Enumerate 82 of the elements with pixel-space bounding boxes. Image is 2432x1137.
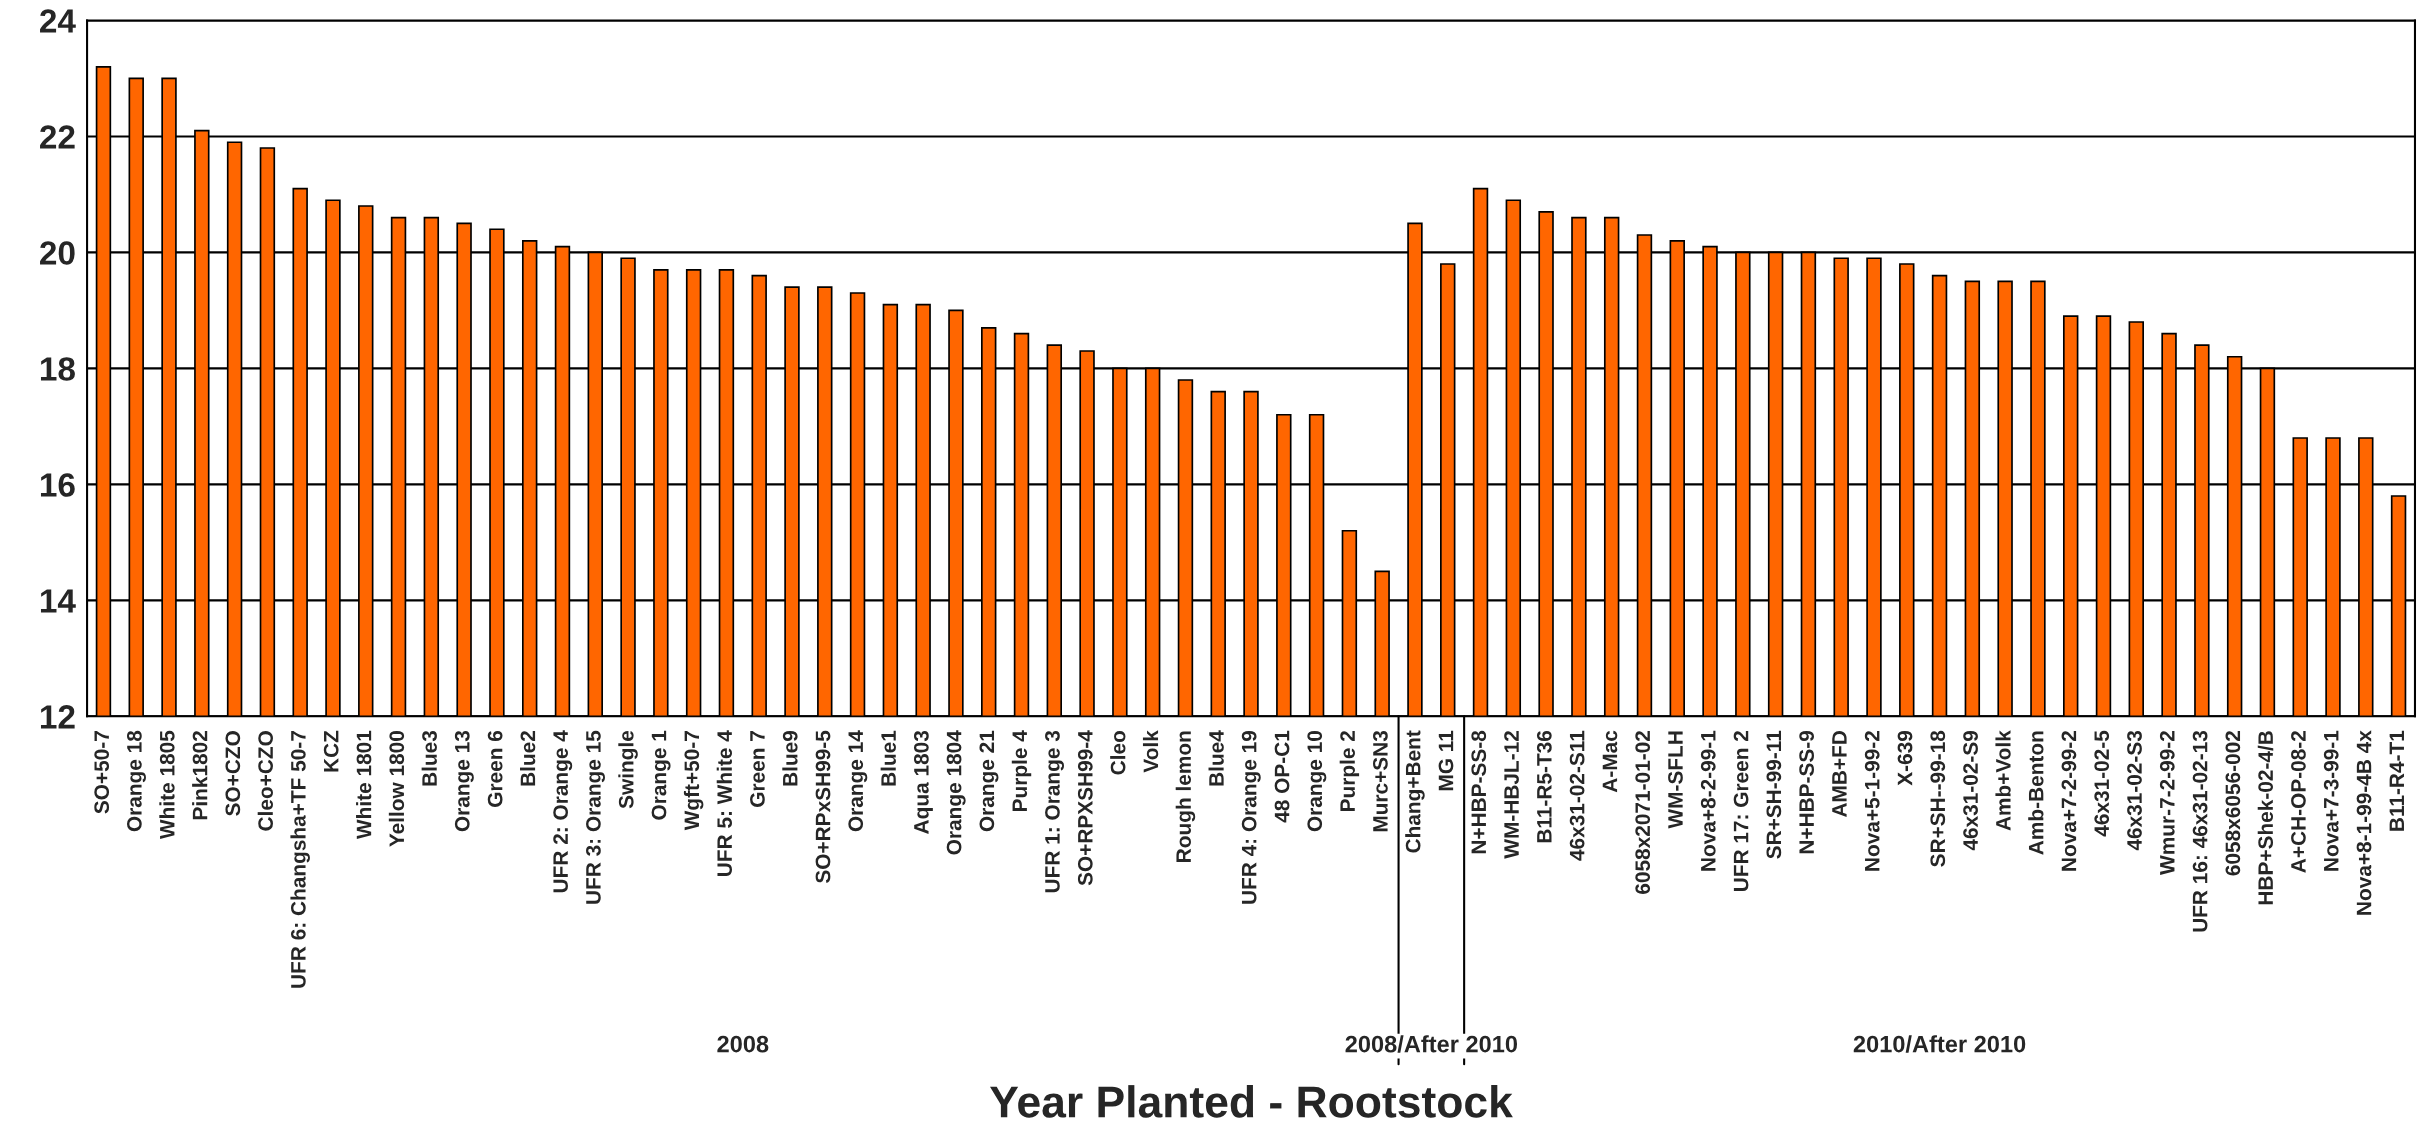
x-tick-label: WM-SFLH <box>1668 731 1683 829</box>
x-tick-label: 46x31-02-S9 <box>1963 730 1978 851</box>
x-tick-label: SO+RPXSH99-4 <box>1077 730 1093 886</box>
x-tick-label: Rough lemon <box>1175 731 1196 862</box>
y-tick-label: 18 <box>40 357 75 381</box>
x-tick-label: Orange 21 <box>979 730 999 832</box>
y-tick-label: 12 <box>40 705 75 729</box>
x-tick-label: Orange 10 <box>1307 731 1327 832</box>
x-tick-label: Pink1802 <box>192 731 208 820</box>
x-tick-label: Orange 13 <box>454 730 474 832</box>
x-tick-label: B11-R5-T36 <box>1536 730 1552 843</box>
x-tick-label: Orange 1804 <box>946 730 966 855</box>
x-tick-label: 48 OP-C1 <box>1274 730 1290 823</box>
x-tick-label: UFR 5: White 4 <box>716 730 733 876</box>
x-tick-label: Orange 1 <box>651 730 671 820</box>
x-tick-label: Nova+5-1-99-2 <box>1864 731 1880 871</box>
x-tick-label: Blue9 <box>782 730 798 786</box>
x-tick-label: Purple 4 <box>1011 730 1032 812</box>
x-tick-label: Nova+7-2-99-2 <box>2061 731 2077 871</box>
x-tick-label: Murc+SN3 <box>1373 730 1388 832</box>
x-tick-label: Purple 2 <box>1339 731 1360 812</box>
x-tick-label: Amb+Volk <box>1995 730 2011 831</box>
x-tick-label: MG 11 <box>1438 730 1454 791</box>
x-tick-label: Blue4 <box>1208 730 1224 786</box>
x-tick-label: Cleo+CZO <box>257 731 273 831</box>
x-tick-label: Orange 18 <box>127 730 146 832</box>
x-tick-label: 46x31-02-5 <box>2094 730 2110 837</box>
x-axis-title: Year Planted - Rootstock <box>990 1085 1513 1118</box>
x-tick-label: UFR 16: 46x31-02-13 <box>2192 730 2208 932</box>
x-tick-label: Volk <box>1142 730 1159 773</box>
x-tick-label: Nova+8-2-99-1 <box>1700 730 1716 871</box>
text: 2008 <box>717 1035 769 1053</box>
x-tick-label: White 1805 <box>159 730 175 840</box>
x-tick-label: Orange 14 <box>848 730 868 832</box>
x-tick-label: A+CH-OP-08-2 <box>2291 731 2306 873</box>
y-tick-label: 14 <box>40 589 76 613</box>
x-tick-label: UFR 6: Changsha+TF 50-7 <box>290 731 310 988</box>
x-tick-label: Yellow 1800 <box>388 731 405 847</box>
x-tick-label: Wmur-7-2-99-2 <box>2159 731 2175 875</box>
x-tick-label: White 1801 <box>356 730 372 840</box>
x-tick-label: WM-HBJL-12 <box>1504 731 1519 859</box>
x-tick-label: AMB+FD <box>1832 731 1847 818</box>
x-tick-label: UFR 4: Orange 19 <box>1241 730 1261 904</box>
x-tick-label: Chang+Bent <box>1405 730 1425 853</box>
x-tick-label: X-639 <box>1897 730 1913 786</box>
x-tick-label: UFR 1: Orange 3 <box>1045 730 1065 893</box>
x-tick-label: Amb-Benton <box>2028 731 2044 855</box>
x-tick-label: Blue1 <box>880 730 896 786</box>
x-tick-label: SO+50-7 <box>94 731 110 814</box>
x-tick-label: UFR 3: Orange 15 <box>586 730 605 904</box>
x-tick-label: 6058x2071-01-02 <box>1635 731 1651 894</box>
x-tick-label: SO+CZO <box>225 731 241 816</box>
x-tick-label: 46x31-02-S3 <box>2127 730 2142 851</box>
x-tick-label: UFR 17: Green 2 <box>1733 731 1749 892</box>
x-tick-label: Aqua 1803 <box>913 730 933 834</box>
y-tick-label: 20 <box>40 241 75 265</box>
x-tick-label: B11-R4-T1 <box>2389 730 2404 831</box>
y-tick-label: 22 <box>40 125 75 149</box>
x-tick-label: Wgft+50-7 <box>683 731 704 831</box>
x-tick-label: Blue2 <box>519 731 536 786</box>
y-tick-label: 16 <box>40 473 75 497</box>
x-tick-label: Nova+7-3-99-1 <box>2323 730 2339 871</box>
x-tick-label: N+HBP-SS-9 <box>1799 730 1814 854</box>
x-tick-label: Swingle <box>618 730 638 809</box>
x-tick-label: 6058x6056-002 <box>2225 731 2241 876</box>
x-tick-label: Cleo <box>1110 731 1126 775</box>
x-tick-label: SO+RPxSH99-5 <box>815 730 831 884</box>
x-tick-label: KCZ <box>323 730 339 772</box>
x-tick-label: N+HBP-SS-8 <box>1471 730 1487 854</box>
x-tick-label: Green 6 <box>487 730 503 807</box>
x-tick-label: SR+SH-99-11 <box>1766 730 1782 859</box>
text: 2008/After 2010 <box>1345 1035 1518 1053</box>
x-tick-label: SR+SH--99-18 <box>1930 730 1946 867</box>
y-tick-label: 24 <box>40 9 76 33</box>
x-tick-label: 46x31-02-S11 <box>1569 730 1585 861</box>
x-tick-label: HBP+Shek-02-4/B <box>2257 731 2274 905</box>
x-tick-label: UFR 2: Orange 4 <box>553 730 573 893</box>
x-tick-label: Green 7 <box>750 731 765 807</box>
text: 2010/After 2010 <box>1853 1035 2026 1053</box>
x-tick-label: A-Mac <box>1602 730 1618 793</box>
x-tick-label: Nova+8-1-99-4B 4x <box>2356 730 2372 915</box>
x-tick-label: Blue3 <box>421 730 437 786</box>
